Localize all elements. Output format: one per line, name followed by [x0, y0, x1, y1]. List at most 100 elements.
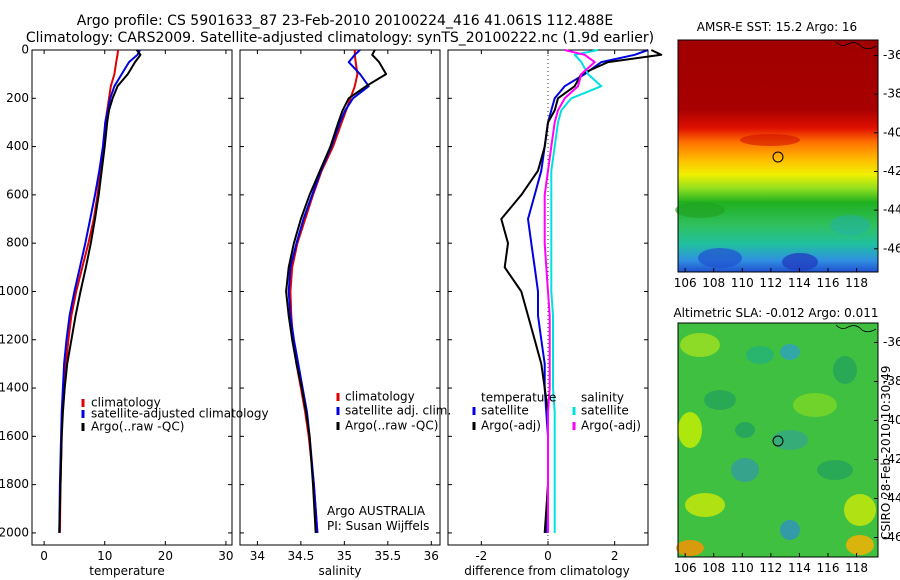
y-tick-label: 1600	[0, 429, 29, 443]
map-y-tick-label: -40	[883, 125, 900, 139]
salinity-x-ticks: 34 34.5 35 35.5 36	[250, 50, 439, 563]
sst-warm-patch	[740, 134, 800, 146]
float-pi: PI: Susan Wijffels	[327, 519, 429, 533]
series-line-climatology	[289, 50, 359, 533]
x-tick-label: 34	[250, 549, 265, 563]
difference-legend-salinity: salinity satellite Argo(-adj)	[572, 391, 641, 433]
map-x-tick-label: 116	[817, 276, 840, 290]
map-x-tick-label: 116	[817, 561, 840, 575]
map-x-tick-label: 112	[759, 561, 782, 575]
legend-label-argo: Argo(..raw -QC)	[91, 420, 184, 434]
difference-lines	[500, 49, 663, 533]
title-line1: Argo profile: CS 5901633_87 23-Feb-2010 …	[77, 13, 613, 29]
sla-map-frame	[677, 322, 879, 558]
map-y-tick-label: -44	[883, 203, 900, 217]
map-y-tick-label: -46	[883, 530, 900, 544]
y-tick-label: 2000	[0, 525, 29, 539]
salinity-panel: 34 34.5 35 35.5 36 salinity climatology sate…	[239, 49, 451, 578]
map-y-tick-label: -42	[883, 452, 900, 466]
y-tick-label: 1000	[0, 284, 29, 298]
sst-map-title: AMSR-E SST: 15.2 Argo: 16	[697, 20, 857, 34]
x-tick-label: 20	[158, 549, 173, 563]
map-y-tick-label: -38	[883, 374, 900, 388]
legend-label-climatology: climatology	[345, 390, 415, 404]
series-line-satellite-adjusted-climatology	[58, 49, 141, 533]
y-tick-label: 0	[21, 43, 29, 57]
map-x-tick-label: 108	[702, 276, 725, 290]
temperature-xlabel: temperature	[89, 564, 164, 578]
argo-position-marker	[772, 151, 784, 163]
argo-position-marker	[772, 435, 784, 447]
series-line-argo-raw-qc-	[285, 49, 388, 533]
series-line-salinity-satellite	[550, 49, 603, 533]
x-tick-label: 30	[218, 549, 233, 563]
sla-x-ticks: 106 108 110 112 114 116 118	[674, 553, 868, 575]
y-tick-label: 400	[6, 139, 29, 153]
sla-map-panel: Altimetric SLA: -0.012 Argo: 0.011 106 10…	[673, 306, 900, 575]
series-line-satellite-adj-clim-	[287, 49, 370, 533]
legend-label-sal-argo: Argo(-adj)	[581, 419, 641, 433]
map-x-tick-label: 114	[788, 276, 811, 290]
map-x-tick-label: 108	[702, 561, 725, 575]
series-line-argo-raw-qc-	[58, 49, 142, 533]
difference-xlabel: difference from climatology	[464, 564, 630, 578]
title-line2: Climatology: CARS2009. Satellite-adjuste…	[26, 30, 654, 46]
map-y-tick-label: -44	[883, 491, 900, 505]
map-y-tick-label: -36	[883, 48, 900, 62]
coastline	[835, 41, 877, 50]
x-tick-label: 35.5	[374, 549, 401, 563]
y-tick-label: 200	[6, 91, 29, 105]
x-tick-label: 10	[97, 549, 112, 563]
temperature-axes-frame	[31, 49, 233, 546]
legend-label-satellite: satellite-adjusted climatology	[91, 407, 269, 421]
sla-map-title: Altimetric SLA: -0.012 Argo: 0.011	[673, 306, 878, 320]
difference-legend-temperature: temperature satellite Argo(-adj)	[472, 391, 556, 433]
legend-label-sal-satellite: satellite	[581, 404, 629, 418]
sst-y-ticks: -36 -38 -40 -42 -44 -46	[874, 48, 900, 255]
map-x-tick-label: 118	[845, 276, 868, 290]
temperature-panel: 0 200 400 600 800 1000 1200 1400 1600 1800 2000 0 1…	[0, 43, 269, 579]
series-line-salinity-argo-adj-	[543, 49, 596, 533]
map-y-tick-label: -38	[883, 87, 900, 101]
sst-texture	[675, 134, 870, 271]
legend-label-temp-satellite: satellite	[481, 404, 529, 418]
difference-panel: -2 0 2 difference from climatology tempera…	[447, 49, 663, 578]
salinity-axes-frame	[239, 49, 441, 546]
sla-texture	[676, 333, 876, 556]
sst-cold-patch	[698, 248, 742, 268]
coastline	[835, 324, 877, 333]
y-tick-label: 800	[6, 236, 29, 250]
map-x-tick-label: 112	[759, 276, 782, 290]
difference-x-ticks: -2 0 2	[475, 50, 618, 563]
legend-heading-salinity: salinity	[581, 391, 624, 405]
legend-heading-temperature: temperature	[481, 391, 556, 405]
map-y-tick-label: -46	[883, 241, 900, 255]
series-line-temperature-satellite	[527, 49, 649, 533]
sst-cold-patch	[782, 253, 818, 271]
series-line-climatology	[58, 49, 120, 533]
legend-label-temp-argo: Argo(-adj)	[481, 419, 541, 433]
temperature-x-ticks: 0 10 20 30	[40, 50, 234, 563]
map-x-tick-label: 106	[674, 276, 697, 290]
map-x-tick-label: 114	[788, 561, 811, 575]
map-y-tick-label: -36	[883, 335, 900, 349]
map-y-tick-label: -42	[883, 164, 900, 178]
series-line-temperature-argo-adj-	[500, 49, 663, 533]
temperature-legend: climatology satellite-adjusted climatolo…	[81, 396, 269, 434]
y-tick-label: 1200	[0, 332, 29, 346]
legend-label-climatology: climatology	[91, 396, 161, 410]
sst-green-patch	[675, 202, 725, 218]
x-tick-label: 34.5	[288, 549, 315, 563]
salinity-legend: climatology satellite adj. clim. Argo(..…	[336, 390, 451, 433]
x-tick-label: 36	[424, 549, 439, 563]
x-tick-label: -2	[475, 549, 487, 563]
map-x-tick-label: 106	[674, 561, 697, 575]
x-tick-label: 2	[611, 549, 619, 563]
x-tick-label: 35	[337, 549, 352, 563]
y-tick-label: 1400	[0, 381, 29, 395]
sst-field	[678, 40, 878, 272]
salinity-xlabel: salinity	[318, 564, 361, 578]
depth-tick-labels: 0 200 400 600 800 1000 1200 1400 1600 1800 2000	[0, 43, 29, 540]
map-x-tick-label: 110	[731, 561, 754, 575]
